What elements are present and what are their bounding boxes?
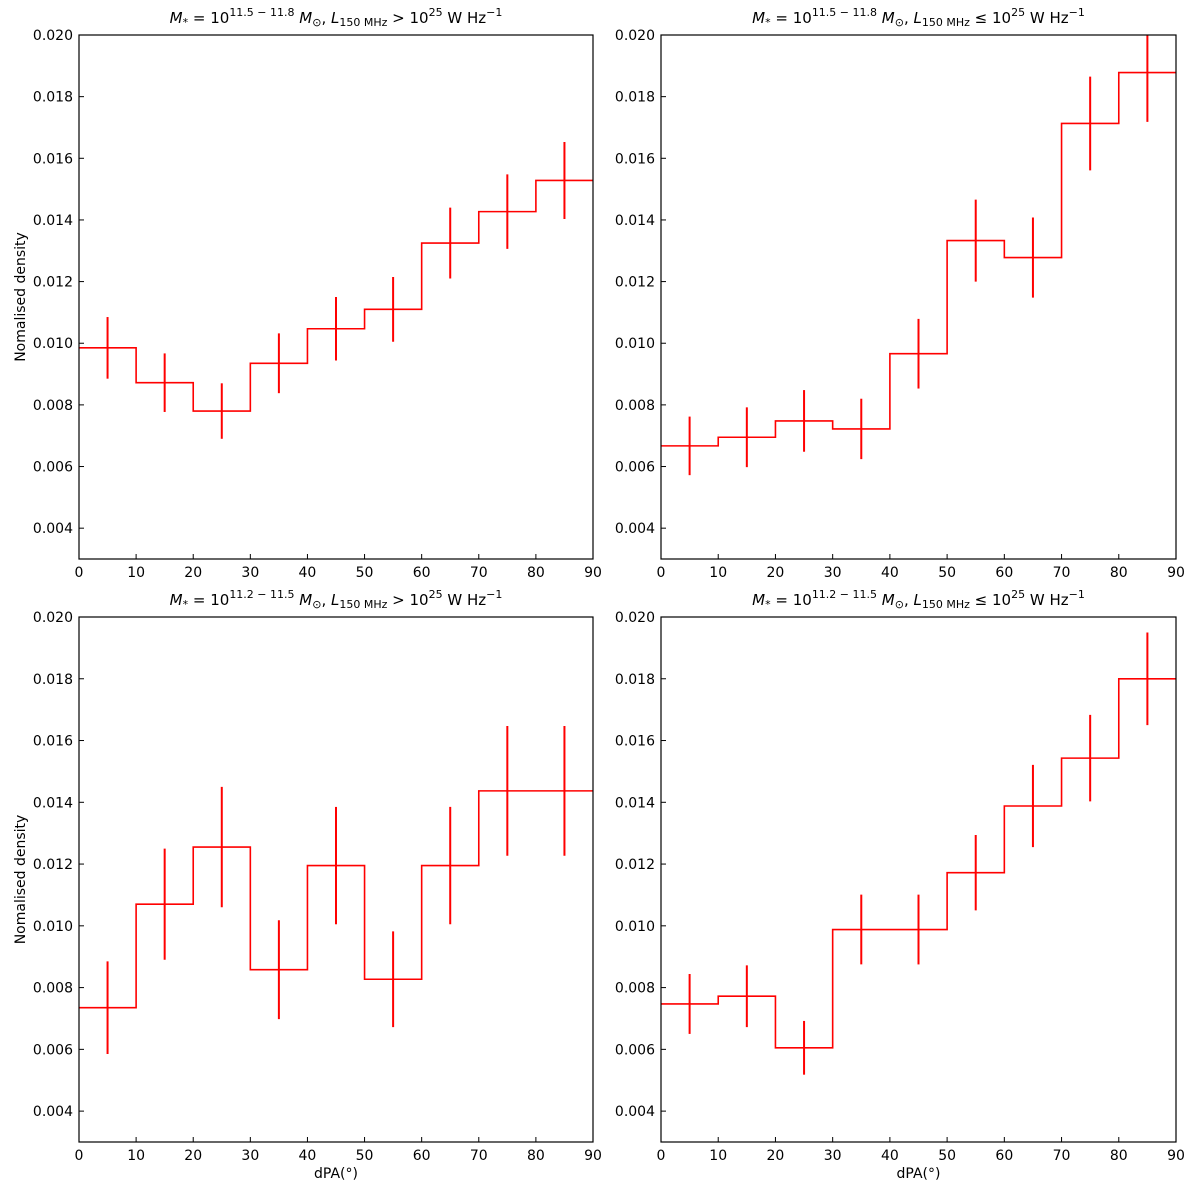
y-tick-label: 0.014 <box>615 795 655 811</box>
x-axis-label: dPA(°) <box>314 1166 358 1182</box>
x-tick-label: 90 <box>584 1148 602 1164</box>
y-tick-label: 0.018 <box>615 90 655 106</box>
y-tick-label: 0.016 <box>33 151 73 167</box>
x-tick-label: 60 <box>413 565 431 581</box>
x-tick-label: 20 <box>767 565 785 581</box>
x-tick-label: 40 <box>299 565 317 581</box>
panel-bottom-right: 0 10 20 30 40 50 60 70 80 90 0.004 0.006 0.008 0.010 0… <box>615 588 1185 1182</box>
y-axis-label: Nomalised density <box>13 815 29 945</box>
y-tick-label: 0.012 <box>615 857 655 873</box>
x-tick-label: 20 <box>184 565 202 581</box>
x-tick-label: 70 <box>470 565 488 581</box>
y-tick-label: 0.020 <box>33 610 73 626</box>
y-tick-label: 0.004 <box>33 521 73 537</box>
y-tick-label: 0.012 <box>33 857 73 873</box>
y-tick-label: 0.020 <box>33 28 73 44</box>
x-tick-label: 0 <box>657 565 666 581</box>
x-tick-label: 80 <box>1110 565 1128 581</box>
x-tick-label: 60 <box>995 565 1013 581</box>
y-tick-label: 0.010 <box>33 336 73 352</box>
histogram-step-line <box>79 790 593 1009</box>
x-tick-label: 30 <box>241 565 259 581</box>
y-tick-label: 0.014 <box>615 213 655 229</box>
y-tick-label: 0.014 <box>33 213 73 229</box>
histogram-step-line <box>661 677 1176 1049</box>
x-tick-label: 40 <box>881 1148 899 1164</box>
y-tick-label: 0.012 <box>33 275 73 291</box>
panel-title: M* = 1011.5 − 11.8 M⊙, L150 MHz > 1025 W… <box>170 6 503 29</box>
y-tick-label: 0.006 <box>33 460 73 476</box>
x-tick-label: 50 <box>938 1148 956 1164</box>
x-tick-label: 40 <box>299 1148 317 1164</box>
y-tick-label: 0.004 <box>615 1104 655 1120</box>
x-tick-label: 30 <box>824 565 842 581</box>
x-tick-label: 90 <box>1167 1148 1185 1164</box>
panel-top-left: 0 10 20 30 40 50 60 70 80 90 0.004 0.006 0.008 0.010 0… <box>13 6 602 581</box>
y-tick-label: 0.016 <box>615 734 655 750</box>
x-tick-label: 50 <box>356 1148 374 1164</box>
x-tick-label: 0 <box>75 1148 84 1164</box>
x-tick-label: 30 <box>824 1148 842 1164</box>
x-tick-label: 70 <box>1053 565 1071 581</box>
x-tick-label: 30 <box>241 1148 259 1164</box>
panel-top-right: 0 10 20 30 40 50 60 70 80 90 0.004 0.006 0.008 0.010 0… <box>615 6 1185 581</box>
panel-title: M* = 1011.5 − 11.8 M⊙, L150 MHz ≤ 1025 W… <box>752 6 1085 29</box>
x-tick-label: 50 <box>356 565 374 581</box>
axes-frame <box>660 34 1177 560</box>
y-tick-label: 0.006 <box>615 1042 655 1058</box>
x-tick-label: 20 <box>184 1148 202 1164</box>
axes-frame <box>78 616 594 1143</box>
x-tick-label: 80 <box>527 565 545 581</box>
y-tick-label: 0.004 <box>33 1104 73 1120</box>
x-tick-label: 50 <box>938 565 956 581</box>
x-tick-label: 80 <box>1110 1148 1128 1164</box>
x-tick-label: 90 <box>584 565 602 581</box>
x-tick-label: 90 <box>1167 565 1185 581</box>
x-tick-label: 80 <box>527 1148 545 1164</box>
y-tick-label: 0.010 <box>615 919 655 935</box>
x-tick-label: 0 <box>657 1148 666 1164</box>
y-tick-label: 0.018 <box>33 90 73 106</box>
y-axis-label: Nomalised density <box>13 232 29 362</box>
y-tick-label: 0.012 <box>615 275 655 291</box>
y-tick-label: 0.006 <box>615 460 655 476</box>
y-tick-label: 0.018 <box>33 672 73 688</box>
histogram-step-line <box>661 71 1176 447</box>
axes-frame <box>660 616 1177 1143</box>
x-tick-label: 10 <box>709 1148 727 1164</box>
y-tick-label: 0.006 <box>33 1042 73 1058</box>
x-tick-label: 60 <box>413 1148 431 1164</box>
x-tick-label: 70 <box>1053 1148 1071 1164</box>
panel-bottom-left: 0 10 20 30 40 50 60 70 80 90 0.004 0.006 0.008 0.010 0… <box>13 588 602 1182</box>
y-tick-label: 0.016 <box>615 151 655 167</box>
x-tick-label: 10 <box>127 1148 145 1164</box>
y-tick-label: 0.004 <box>615 521 655 537</box>
panel-title: M* = 1011.2 − 11.5 M⊙, L150 MHz ≤ 1025 W… <box>752 588 1085 611</box>
panel-title: M* = 1011.2 − 11.5 M⊙, L150 MHz > 1025 W… <box>170 588 503 611</box>
histogram-step-line <box>79 179 593 412</box>
y-tick-label: 0.008 <box>615 398 655 414</box>
x-tick-label: 60 <box>995 1148 1013 1164</box>
x-tick-label: 10 <box>709 565 727 581</box>
y-tick-label: 0.008 <box>33 981 73 997</box>
y-tick-label: 0.020 <box>615 610 655 626</box>
x-tick-label: 0 <box>75 565 84 581</box>
y-tick-label: 0.014 <box>33 795 73 811</box>
y-tick-label: 0.008 <box>33 398 73 414</box>
y-tick-label: 0.010 <box>33 919 73 935</box>
y-tick-label: 0.010 <box>615 336 655 352</box>
y-tick-label: 0.020 <box>615 28 655 44</box>
y-tick-label: 0.016 <box>33 734 73 750</box>
x-tick-label: 40 <box>881 565 899 581</box>
axes-frame <box>78 34 594 560</box>
x-tick-label: 10 <box>127 565 145 581</box>
x-axis-label: dPA(°) <box>897 1166 941 1182</box>
y-tick-label: 0.018 <box>615 672 655 688</box>
y-tick-label: 0.008 <box>615 981 655 997</box>
x-tick-label: 70 <box>470 1148 488 1164</box>
x-tick-label: 20 <box>767 1148 785 1164</box>
